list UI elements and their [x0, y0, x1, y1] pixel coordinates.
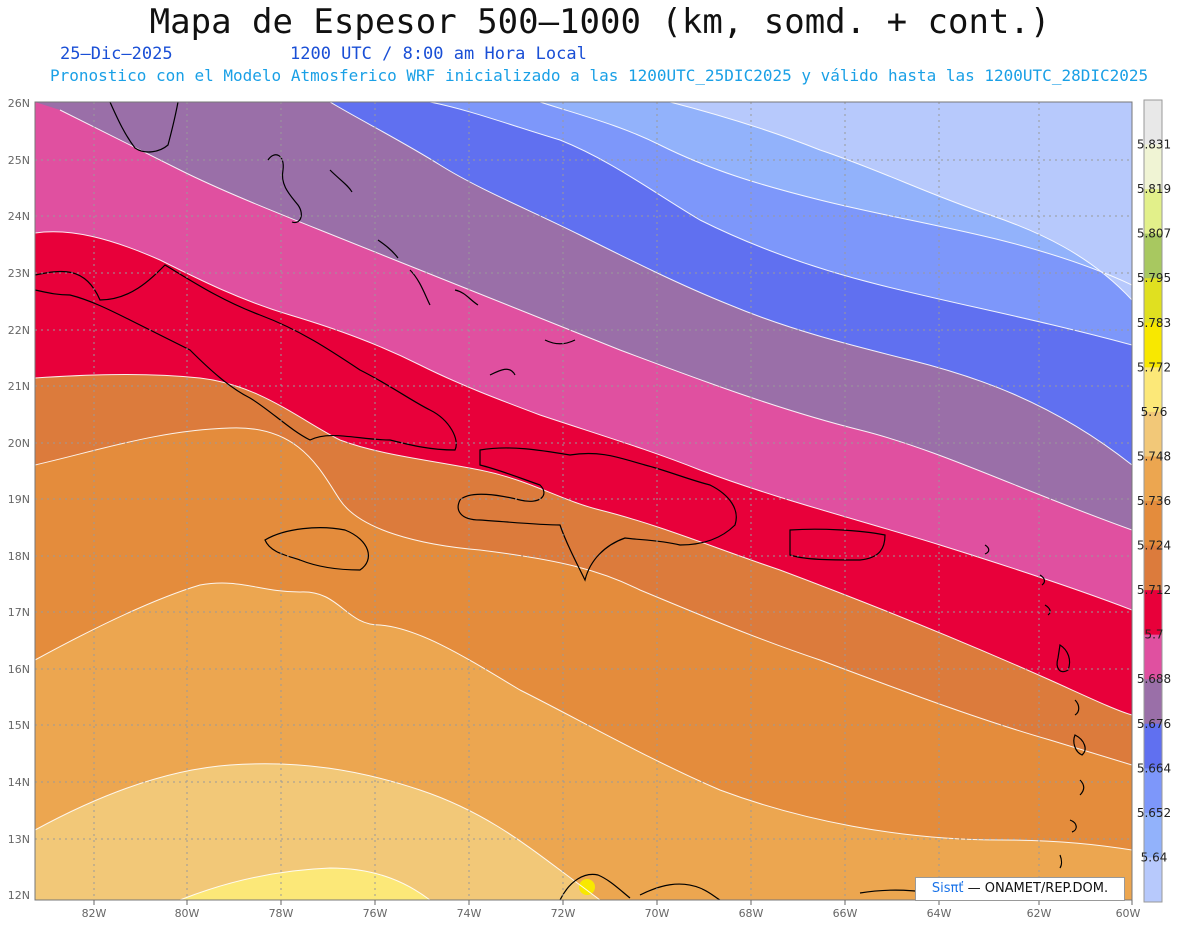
colorbar-swatch	[1144, 144, 1162, 190]
colorbar-swatch	[1144, 100, 1162, 146]
lat-label: 14N	[8, 776, 30, 789]
colorbar-label: 5.736	[1137, 494, 1171, 508]
colorbar-label: 5.748	[1137, 449, 1171, 463]
lon-label: 60W	[1116, 907, 1141, 920]
lon-label: 62W	[1027, 907, 1052, 920]
coastlines	[35, 102, 1086, 900]
band-5-760	[180, 868, 430, 900]
model-subtitle: Pronostico con el Modelo Atmosferico WRF…	[50, 66, 1149, 85]
map-frame	[34, 101, 1133, 901]
lon-label: 68W	[739, 907, 764, 920]
lat-label: 21N	[8, 380, 30, 393]
lon-label: 64W	[927, 907, 952, 920]
colorbar-swatch	[1144, 723, 1162, 769]
colorbar-label: 5.807	[1137, 227, 1171, 241]
lat-label: 24N	[8, 210, 30, 223]
lat-label: 19N	[8, 493, 30, 506]
colorbar-frame	[1143, 99, 1163, 903]
forecast-date-line: 25—Dic—2025 1200 UTC / 8:00 am Hora Loca…	[60, 44, 587, 64]
credit-org: — ONAMET/REP.DOM.	[967, 881, 1109, 896]
colorbar-swatch	[1144, 278, 1162, 324]
colorbar-label: 5.76	[1141, 405, 1168, 419]
lat-label: 25N	[8, 154, 30, 167]
colorbar-swatch	[1144, 545, 1162, 591]
map-title: Mapa de Espesor 500—1000 (km, somd. + co…	[149, 2, 1051, 42]
colorbar-swatch	[1144, 411, 1162, 457]
colorbar-swatch	[1144, 456, 1162, 502]
colorbar-swatch	[1144, 812, 1162, 858]
colorbar-label: 5.64	[1141, 850, 1168, 864]
colorbar-swatch	[1144, 679, 1162, 725]
lat-label: 16N	[8, 663, 30, 676]
colorbar-label: 5.688	[1137, 672, 1171, 686]
lon-label: 66W	[833, 907, 858, 920]
ticks	[93, 900, 1133, 905]
contour-lines	[35, 102, 1132, 900]
lat-label: 18N	[8, 550, 30, 563]
colorbar-swatch	[1144, 634, 1162, 680]
colorbar-swatch	[1144, 501, 1162, 547]
lat-label: 20N	[8, 437, 30, 450]
colorbar-label: 5.795	[1137, 271, 1171, 285]
lon-labels: 82W 80W 78W 76W 74W 72W 70W 68W 66W 64W …	[82, 907, 1141, 920]
colorbar-swatch	[1144, 367, 1162, 413]
colorbar-swatch	[1144, 857, 1162, 903]
colorbar-label: 5.772	[1137, 360, 1171, 374]
lon-label: 80W	[175, 907, 200, 920]
lat-label: 15N	[8, 719, 30, 732]
lat-labels: 26N 25N 24N 23N 22N 21N 20N 19N 18N 17N …	[8, 97, 30, 902]
forecast-time: 1200 UTC / 8:00 am Hora Local	[290, 44, 587, 64]
lon-label: 76W	[363, 907, 388, 920]
colorbar-label: 5.7	[1144, 628, 1163, 642]
lat-label: 23N	[8, 267, 30, 280]
band-5-748	[35, 763, 560, 900]
colorbar-swatch	[1144, 233, 1162, 279]
credit-box: Sisπť — ONAMET/REP.DOM.	[915, 877, 1125, 901]
warm-spot	[579, 879, 595, 895]
colorbar-label: 5.712	[1137, 583, 1171, 597]
colorbar-label: 5.664	[1137, 761, 1171, 775]
colorbar-swatch	[1144, 768, 1162, 814]
lat-label: 22N	[8, 324, 30, 337]
colorbar-label: 5.831	[1137, 138, 1171, 152]
lat-label: 17N	[8, 606, 30, 619]
map-bands	[35, 102, 1132, 900]
forecast-date: 25—Dic—2025	[60, 44, 173, 64]
colorbar-swatch	[1144, 322, 1162, 368]
colorbar-label: 5.724	[1137, 539, 1171, 553]
colorbar-label: 5.783	[1137, 316, 1171, 330]
colorbar-label: 5.652	[1137, 806, 1171, 820]
colorbar-swatch	[1144, 189, 1162, 235]
lon-label: 70W	[645, 907, 670, 920]
colorbar-swatch	[1144, 590, 1162, 636]
colorbar: 5.831 5.819 5.807 5.795 5.783 5.772 5.76 5.748 5…	[1137, 99, 1171, 903]
colorbar-label: 5.676	[1137, 717, 1171, 731]
lon-label: 78W	[269, 907, 294, 920]
lon-label: 82W	[82, 907, 107, 920]
colorbar-label: 5.819	[1137, 182, 1171, 196]
lon-label: 72W	[551, 907, 576, 920]
lat-label: 13N	[8, 833, 30, 846]
lat-label: 12N	[8, 889, 30, 902]
band-lowest	[670, 102, 1132, 300]
lon-label: 74W	[457, 907, 482, 920]
credit-brand: Sisπť	[931, 881, 964, 896]
lat-label: 26N	[8, 97, 30, 110]
graticule	[35, 102, 1132, 900]
